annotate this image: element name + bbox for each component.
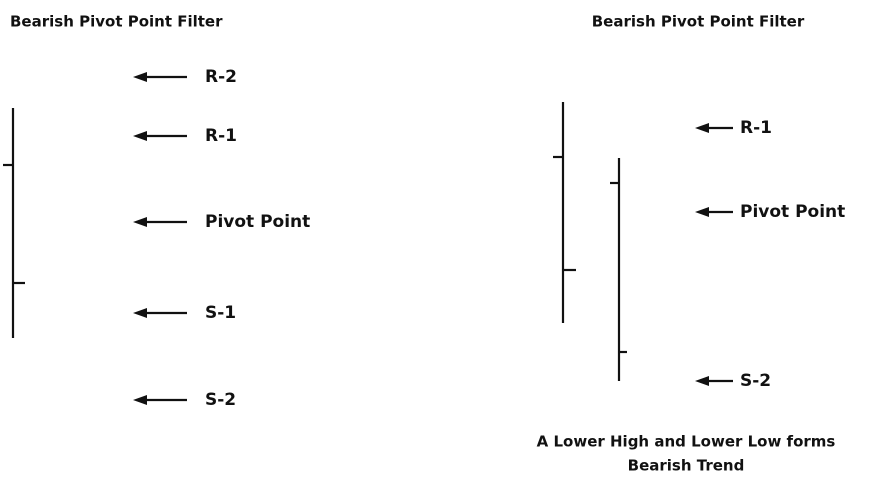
left-bar <box>3 108 25 338</box>
arrow-head <box>133 131 147 141</box>
arrow-head <box>695 123 709 133</box>
level-label: S-2 <box>740 371 771 391</box>
level-label: S-2 <box>205 390 236 410</box>
level-label: Pivot Point <box>740 202 845 222</box>
arrow-head <box>133 217 147 227</box>
arrow-head <box>133 72 147 82</box>
arrow-head <box>695 207 709 217</box>
arrow-head <box>133 395 147 405</box>
caption-line: A Lower High and Lower Low forms <box>537 433 836 451</box>
level-label: Pivot Point <box>205 212 310 232</box>
level-label: R-1 <box>740 118 772 138</box>
arrow-head <box>695 376 709 386</box>
right-bar-1 <box>553 102 576 323</box>
left-title: Bearish Pivot Point Filter <box>10 13 223 31</box>
level-label: R-2 <box>205 67 237 87</box>
arrow-head <box>133 308 147 318</box>
right-bar-2 <box>610 158 627 381</box>
level-label: S-1 <box>205 303 236 323</box>
level-label: R-1 <box>205 126 237 146</box>
right-title: Bearish Pivot Point Filter <box>592 13 805 31</box>
caption-line: Bearish Trend <box>628 457 745 475</box>
